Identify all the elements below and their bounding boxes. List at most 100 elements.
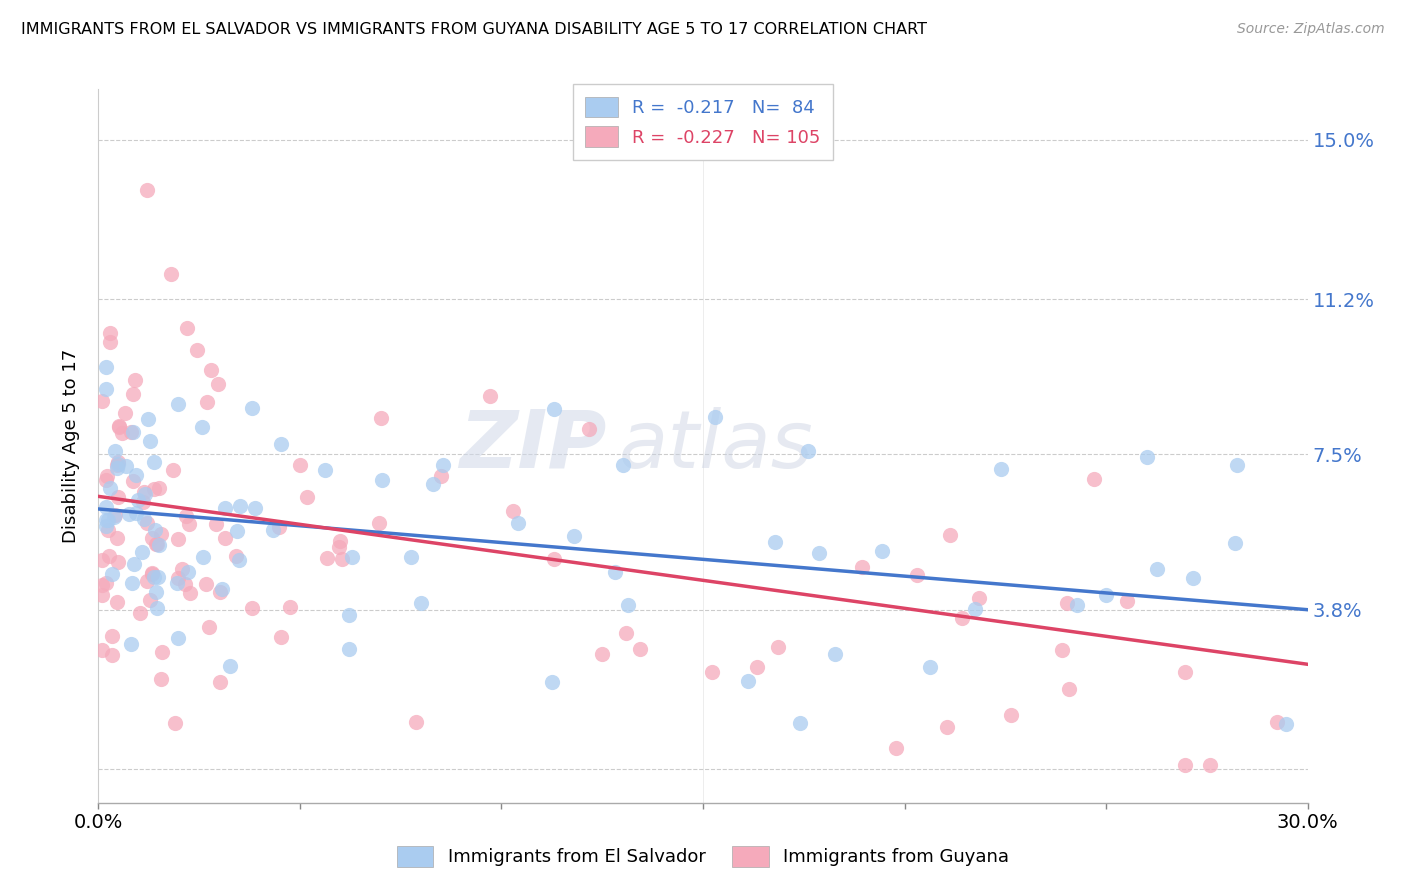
Point xyxy=(543,552,565,566)
Point xyxy=(98,335,121,350)
Point xyxy=(96,474,118,488)
Point xyxy=(543,402,565,417)
Point xyxy=(432,458,454,473)
Point xyxy=(1050,642,1073,657)
Point xyxy=(315,551,337,566)
Point xyxy=(340,549,363,564)
Point xyxy=(195,394,218,409)
Point xyxy=(243,501,266,516)
Point xyxy=(228,500,250,514)
Point xyxy=(179,516,201,531)
Point xyxy=(98,326,121,340)
Point xyxy=(132,495,155,509)
Point xyxy=(91,578,114,592)
Point xyxy=(141,566,163,580)
Point xyxy=(91,642,114,657)
Point xyxy=(1057,682,1080,697)
Text: atlas: atlas xyxy=(619,407,813,485)
Point xyxy=(191,550,214,565)
Text: Source: ZipAtlas.com: Source: ZipAtlas.com xyxy=(1237,22,1385,37)
Point xyxy=(179,586,201,600)
Point xyxy=(162,463,184,477)
Point xyxy=(103,510,125,524)
Text: IMMIGRANTS FROM EL SALVADOR VS IMMIGRANTS FROM GUYANA DISABILITY AGE 5 TO 17 COR: IMMIGRANTS FROM EL SALVADOR VS IMMIGRANT… xyxy=(21,22,927,37)
Point xyxy=(965,601,987,615)
Point xyxy=(115,458,138,473)
Point xyxy=(97,523,120,537)
Point xyxy=(120,637,142,651)
Point xyxy=(1066,599,1088,613)
Point xyxy=(1116,594,1139,608)
Point xyxy=(141,566,163,581)
Point xyxy=(150,672,173,686)
Point xyxy=(502,504,524,518)
Point xyxy=(1265,715,1288,730)
Point xyxy=(142,455,165,469)
Point xyxy=(200,363,222,377)
Point xyxy=(765,535,787,549)
Point xyxy=(105,595,128,609)
Point xyxy=(884,741,907,756)
Point xyxy=(242,401,264,415)
Point xyxy=(167,532,190,546)
Point xyxy=(150,645,173,659)
Text: ZIP: ZIP xyxy=(458,407,606,485)
Point xyxy=(704,409,727,424)
Point xyxy=(225,549,247,563)
Point xyxy=(367,516,389,531)
Point xyxy=(167,397,190,411)
Point xyxy=(129,606,152,620)
Point xyxy=(508,516,530,530)
Point xyxy=(167,571,190,585)
Point xyxy=(1174,665,1197,679)
Point xyxy=(134,487,156,501)
Point xyxy=(1056,596,1078,610)
Point xyxy=(96,500,118,515)
Point xyxy=(205,517,228,532)
Point xyxy=(191,420,214,434)
Point xyxy=(173,577,195,591)
Point xyxy=(422,476,444,491)
Point xyxy=(808,546,831,560)
Point xyxy=(166,576,188,591)
Point xyxy=(131,545,153,559)
Point xyxy=(262,523,284,537)
Point xyxy=(478,389,501,403)
Point xyxy=(160,267,183,281)
Legend: Immigrants from El Salvador, Immigrants from Guyana: Immigrants from El Salvador, Immigrants … xyxy=(389,838,1017,874)
Point xyxy=(950,611,973,625)
Point xyxy=(107,490,129,504)
Point xyxy=(146,569,169,583)
Point xyxy=(1174,758,1197,772)
Point xyxy=(409,595,432,609)
Point xyxy=(1000,707,1022,722)
Point xyxy=(938,527,960,541)
Point xyxy=(127,492,149,507)
Point xyxy=(269,519,291,533)
Point xyxy=(198,620,221,634)
Point xyxy=(616,598,638,612)
Point xyxy=(142,570,165,584)
Point xyxy=(211,582,233,597)
Point xyxy=(91,394,114,409)
Point xyxy=(314,463,336,477)
Point xyxy=(208,674,231,689)
Point xyxy=(614,626,637,640)
Point xyxy=(139,592,162,607)
Point xyxy=(209,584,232,599)
Point xyxy=(101,567,124,582)
Point xyxy=(122,425,145,439)
Point xyxy=(920,660,942,674)
Point xyxy=(98,481,121,495)
Point xyxy=(167,631,190,645)
Point xyxy=(789,715,811,730)
Point xyxy=(91,552,114,566)
Point xyxy=(337,641,360,656)
Point xyxy=(170,562,193,576)
Point xyxy=(96,359,118,374)
Point xyxy=(135,574,157,588)
Point xyxy=(1226,458,1249,472)
Point xyxy=(1095,588,1118,602)
Point xyxy=(146,536,169,550)
Legend: R =  -0.217   N=  84, R =  -0.227   N= 105: R = -0.217 N= 84, R = -0.227 N= 105 xyxy=(572,84,834,160)
